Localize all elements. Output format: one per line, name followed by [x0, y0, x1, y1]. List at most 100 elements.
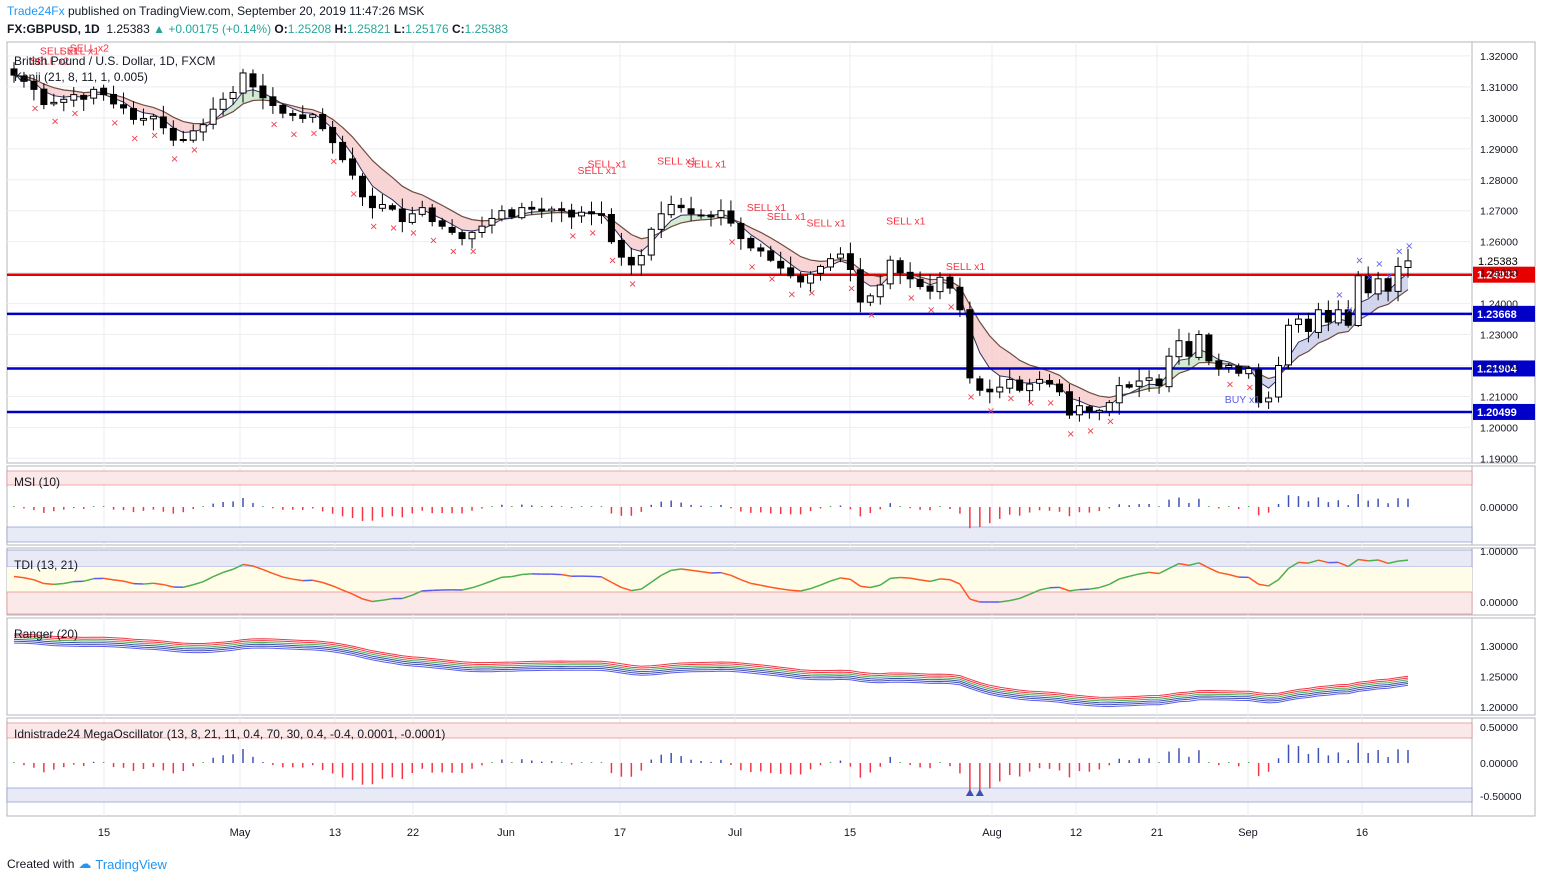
candle-body: [777, 260, 785, 269]
ranger-line: [13, 638, 1409, 704]
tdi-segment: [969, 598, 981, 603]
sell-signal-label: SELL x1: [807, 217, 846, 229]
tdi-segment: [1188, 562, 1200, 567]
x-tick-label: May: [230, 827, 251, 839]
candle-body: [946, 276, 954, 289]
x-tick-label: 15: [844, 827, 856, 839]
candle: [30, 78, 38, 101]
sell-signal-label: SELL x1: [587, 158, 626, 170]
candle: [1225, 362, 1233, 373]
candle: [309, 113, 317, 123]
x-tick-label: 16: [1356, 827, 1368, 839]
tdi-segment: [561, 573, 572, 578]
sell-signal-label: SELL x1: [946, 261, 985, 273]
candle: [1314, 302, 1322, 339]
candle: [159, 105, 167, 135]
grid-lines: [7, 42, 1472, 816]
candle-body: [956, 286, 964, 311]
cloud-segment: [1089, 392, 1100, 408]
tdi-segment: [1248, 576, 1260, 585]
cloud-segment: [750, 227, 761, 242]
y-tick-label: 1.27000: [1480, 206, 1518, 218]
open-label: O:: [274, 22, 288, 36]
tdi-segment: [760, 584, 771, 588]
candle-body: [1404, 260, 1412, 268]
candle: [846, 242, 854, 282]
candle-body: [926, 285, 934, 292]
sell-cross-marker: ×: [1066, 429, 1074, 440]
candle-body: [1374, 278, 1382, 295]
tdi-segment: [890, 576, 901, 580]
candle: [368, 187, 376, 219]
candle-body: [916, 278, 924, 288]
candle-body: [996, 386, 1004, 393]
candle: [717, 199, 725, 226]
sell-signal-label: SELL x2: [30, 56, 69, 68]
sell-cross-marker: ×: [907, 293, 915, 304]
sell-cross-marker: ×: [449, 246, 457, 257]
candle-body: [1265, 397, 1273, 403]
last-price: 1.25383: [106, 22, 150, 36]
candle-body: [647, 228, 655, 256]
candle-body: [339, 141, 347, 161]
level-tag-label: 1.23668: [1477, 309, 1517, 321]
candle: [767, 245, 775, 263]
y-tick-label: 1.31000: [1480, 82, 1518, 94]
tdi-title: TDI (13, 21): [14, 558, 78, 572]
tdi-segment: [1368, 559, 1379, 562]
cloud-segment: [183, 121, 194, 133]
candle-body: [707, 214, 715, 218]
y-tick-label: 1.20000: [1480, 422, 1518, 434]
tradingview-logo-text[interactable]: TradingView: [95, 856, 167, 872]
candle: [667, 195, 675, 219]
candle-body: [836, 253, 844, 259]
candle: [149, 113, 157, 131]
x-tick-label: Jul: [728, 827, 742, 839]
tdi-segment: [780, 588, 791, 591]
sell-cross-marker: ×: [867, 310, 875, 321]
candle-body: [1135, 380, 1143, 387]
candle-body: [448, 226, 456, 233]
mega-buy-triangle: [965, 789, 974, 796]
tdi-segment: [471, 583, 483, 589]
author-name[interactable]: Trade24Fx: [7, 4, 65, 18]
ranger-lines: [13, 633, 1409, 708]
y-tick-label: 1.28000: [1480, 175, 1518, 187]
tdi-segment: [1129, 573, 1140, 578]
candle: [1344, 300, 1352, 328]
y-tick-label: 1.20000: [1480, 702, 1518, 714]
candle-body: [1384, 278, 1392, 292]
candle-body: [418, 207, 426, 215]
tdi-segment: [33, 579, 45, 585]
last-price-tag: 1.25383: [1478, 256, 1518, 268]
cloud-segment: [462, 216, 473, 231]
candle-body: [1085, 406, 1093, 413]
candle: [40, 83, 48, 110]
tdi-segment: [1168, 562, 1180, 570]
candle: [1125, 381, 1133, 389]
candle-body: [617, 239, 625, 258]
pane-frame: [6, 41, 1536, 464]
mega-buy-triangle: [975, 789, 984, 796]
y-tick-label: 1.23000: [1480, 330, 1518, 342]
candle: [219, 92, 227, 116]
candle-body: [269, 96, 277, 106]
candle: [697, 209, 705, 219]
cloud-segment: [382, 169, 393, 200]
buy-cross-marker: ×: [1355, 256, 1363, 267]
candle: [418, 200, 426, 217]
cloud-segment: [621, 226, 632, 249]
candle: [637, 249, 645, 276]
candle: [966, 301, 974, 384]
candle-body: [1394, 265, 1402, 292]
ranger-title: Ranger (20): [14, 627, 78, 641]
candle: [956, 277, 964, 318]
cloud-segment: [392, 177, 403, 209]
tdi-segment: [13, 575, 25, 579]
cloud-segment: [53, 87, 64, 98]
candle: [448, 219, 456, 235]
candle: [438, 217, 446, 230]
msi-lower-band: [6, 526, 1473, 543]
candle: [1056, 379, 1063, 396]
